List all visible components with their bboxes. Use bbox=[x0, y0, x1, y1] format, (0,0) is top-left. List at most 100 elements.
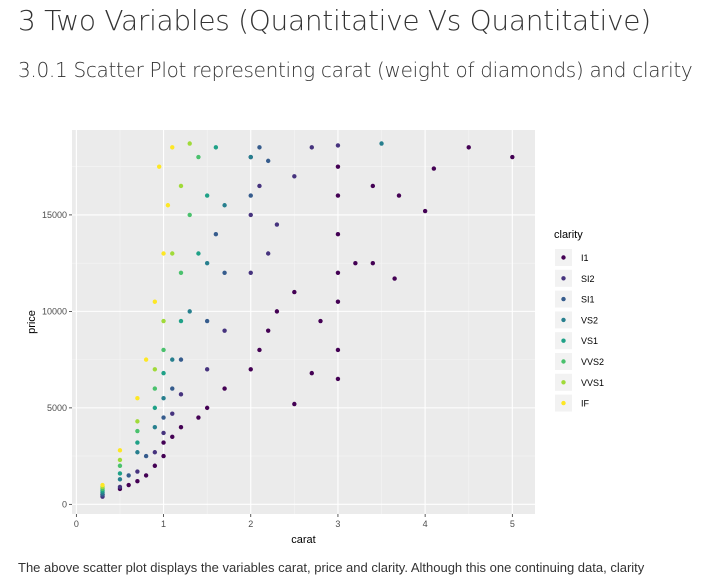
data-point bbox=[161, 415, 166, 420]
legend-label: SI2 bbox=[581, 274, 595, 284]
data-point bbox=[152, 386, 158, 391]
data-point bbox=[143, 453, 149, 459]
y-axis: 0 5000 10000 15000 bbox=[42, 210, 72, 509]
data-point bbox=[126, 482, 131, 488]
data-point bbox=[309, 370, 314, 376]
data-point bbox=[135, 450, 140, 455]
legend-label: VVS2 bbox=[581, 357, 604, 367]
data-point bbox=[165, 203, 171, 208]
data-point bbox=[178, 318, 184, 324]
data-point bbox=[196, 415, 201, 420]
y-tick-label: 10000 bbox=[42, 306, 67, 316]
data-point bbox=[265, 158, 271, 164]
data-point bbox=[292, 289, 297, 295]
data-point bbox=[187, 212, 192, 218]
data-point bbox=[152, 367, 158, 372]
legend: clarity I1 SI2 SI1 VS2 VS1 VVS2 VVS1 IF bbox=[554, 229, 604, 412]
data-point bbox=[161, 318, 166, 324]
data-point bbox=[135, 440, 140, 445]
data-point bbox=[161, 430, 166, 436]
data-point bbox=[292, 401, 297, 407]
data-point bbox=[396, 193, 402, 198]
data-point bbox=[170, 434, 175, 440]
data-point bbox=[161, 370, 166, 376]
legend-label: VVS1 bbox=[581, 378, 604, 388]
data-point bbox=[161, 347, 166, 353]
data-point bbox=[257, 183, 262, 189]
data-point bbox=[248, 270, 253, 275]
data-point bbox=[187, 309, 192, 314]
legend-key-dot bbox=[561, 255, 566, 260]
data-point bbox=[510, 154, 515, 160]
x-tick-label: 2 bbox=[248, 519, 253, 529]
data-point bbox=[213, 232, 219, 237]
data-point bbox=[170, 251, 175, 256]
data-point bbox=[178, 183, 184, 189]
data-point bbox=[248, 212, 253, 218]
data-point bbox=[466, 145, 471, 150]
legend-key-dot bbox=[561, 317, 566, 323]
data-point bbox=[117, 457, 123, 463]
data-point bbox=[335, 347, 341, 353]
data-point bbox=[335, 164, 341, 169]
data-point bbox=[265, 328, 271, 333]
data-point bbox=[335, 232, 341, 237]
data-point bbox=[152, 450, 158, 455]
data-point bbox=[161, 440, 166, 445]
legend-key-dot bbox=[561, 359, 566, 364]
data-point bbox=[156, 164, 162, 169]
x-tick-label: 4 bbox=[423, 519, 428, 529]
data-point bbox=[117, 484, 123, 490]
data-point bbox=[161, 251, 166, 256]
series-si1 bbox=[100, 145, 271, 497]
data-point bbox=[335, 193, 341, 198]
data-point bbox=[135, 428, 140, 434]
data-point bbox=[309, 145, 314, 150]
data-point bbox=[126, 473, 131, 478]
data-point bbox=[161, 396, 166, 401]
data-point bbox=[370, 260, 376, 266]
data-point bbox=[117, 471, 123, 476]
series-vvs1 bbox=[100, 141, 192, 490]
data-point bbox=[161, 453, 166, 459]
legend-label: VS2 bbox=[581, 315, 598, 325]
data-point bbox=[248, 154, 253, 160]
data-point bbox=[170, 386, 175, 391]
data-point bbox=[204, 260, 210, 266]
data-point bbox=[170, 411, 175, 416]
legend-label: SI1 bbox=[581, 295, 595, 305]
data-point bbox=[152, 424, 158, 430]
legend-title: clarity bbox=[554, 229, 583, 241]
data-point bbox=[196, 154, 201, 160]
data-point bbox=[292, 174, 297, 179]
data-point bbox=[178, 424, 184, 430]
data-point bbox=[213, 145, 219, 150]
data-point bbox=[204, 193, 210, 198]
y-tick-label: 5000 bbox=[47, 403, 67, 413]
scatter-chart: 0 1 2 3 4 5 0 5000 10000 15000 carat price clari… bbox=[26, 130, 604, 546]
y-tick-label: 15000 bbox=[42, 210, 67, 220]
data-point bbox=[135, 396, 140, 401]
legend-key-dot bbox=[561, 338, 566, 343]
data-point bbox=[152, 299, 158, 304]
legend-key-dot bbox=[561, 380, 566, 385]
data-point bbox=[248, 193, 253, 198]
data-point bbox=[170, 357, 175, 362]
legend-label: VS1 bbox=[581, 336, 598, 346]
section-heading: 3 Two Variables (Quantitative Vs Quantit… bbox=[18, 4, 651, 37]
legend-label: I1 bbox=[581, 253, 589, 263]
x-tick-label: 1 bbox=[161, 519, 166, 529]
data-point bbox=[353, 260, 358, 266]
data-point bbox=[100, 482, 105, 488]
data-point bbox=[335, 299, 341, 304]
data-point bbox=[204, 405, 210, 411]
data-point bbox=[135, 419, 140, 424]
data-point bbox=[335, 143, 341, 148]
data-point bbox=[335, 376, 341, 382]
data-point bbox=[392, 276, 397, 281]
series-if bbox=[100, 145, 175, 488]
data-point bbox=[265, 251, 271, 256]
data-point bbox=[187, 141, 192, 146]
y-axis-label: price bbox=[26, 310, 38, 334]
legend-key-dot bbox=[561, 296, 566, 302]
